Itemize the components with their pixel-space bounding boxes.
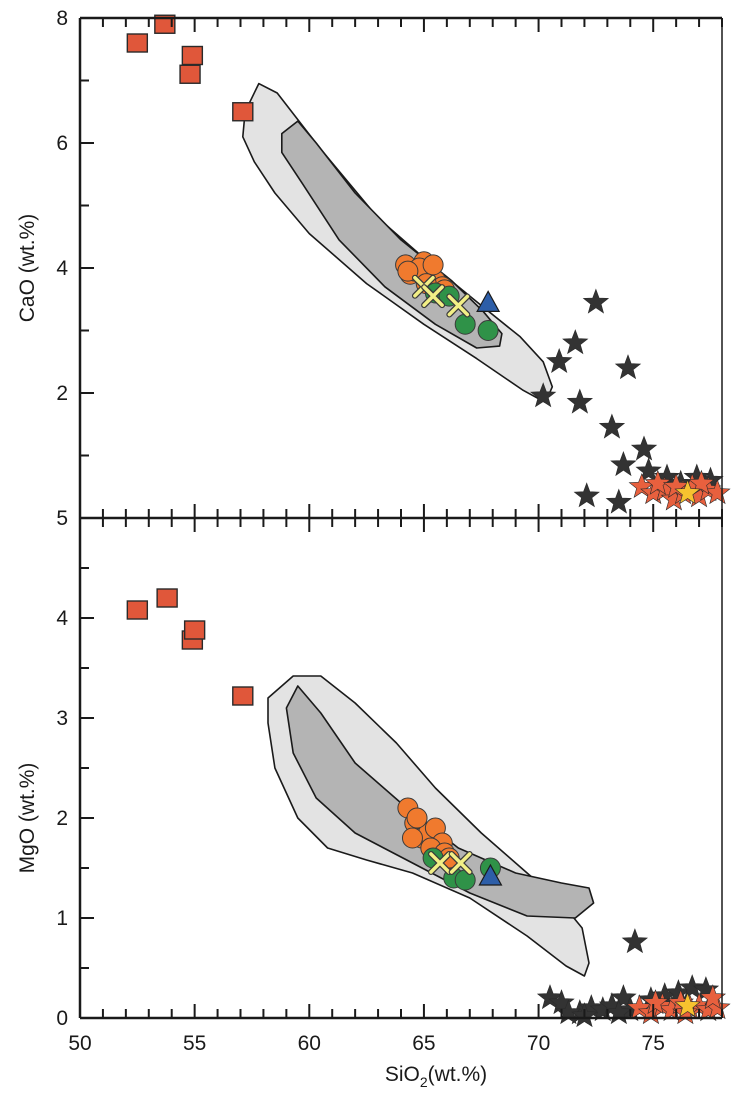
star-marker [635, 457, 662, 483]
x-axis-label-sio2: SiO2(wt.%) [385, 1063, 487, 1090]
y-tick-label: 4 [56, 607, 68, 630]
x-tick-label: 50 [68, 1032, 91, 1055]
y-tick-label: 5 [56, 507, 68, 530]
square-marker [232, 686, 254, 706]
y-tick-label: 2 [56, 807, 68, 830]
star-marker [662, 472, 690, 499]
x-marker [422, 285, 444, 307]
y-tick-label: 3 [56, 707, 68, 730]
star-marker [614, 354, 642, 380]
x-tick-label: 55 [183, 1032, 206, 1055]
x-marker [447, 294, 470, 317]
star-marker [678, 974, 706, 1000]
star-marker [582, 288, 610, 314]
x-axis-label-subscript: 2 [420, 1074, 428, 1090]
star-marker [536, 984, 564, 1010]
star-marker [610, 451, 637, 477]
star-marker [610, 984, 637, 1010]
star-marker [605, 488, 633, 514]
x-tick-label: 70 [527, 1032, 550, 1055]
square-marker [156, 588, 178, 608]
star-marker [644, 469, 672, 495]
x-tick-label: 65 [412, 1032, 435, 1055]
star-marker [562, 329, 589, 355]
star-marker [674, 479, 701, 505]
square-marker [154, 14, 176, 34]
triangle-marker [478, 863, 503, 886]
square-marker [232, 102, 254, 122]
star-marker [545, 347, 573, 373]
circle-marker [477, 320, 499, 341]
circle-marker [422, 254, 444, 276]
x-tick-label: 75 [642, 1032, 665, 1055]
y-tick-label: 4 [56, 257, 68, 280]
x-marker [429, 852, 451, 874]
star-marker [642, 989, 669, 1015]
y-tick-label: 6 [56, 132, 68, 155]
y-tick-label: 0 [56, 1007, 68, 1030]
star-marker [573, 482, 600, 508]
x-marker [449, 852, 472, 874]
cao-panel: 5 2 4 6 8 [56, 7, 731, 530]
circle-marker [401, 827, 423, 849]
mgo-panel: 0 1 2 3 4 50 55 60 65 70 75 [56, 516, 731, 1055]
y-tick-label: 1 [56, 907, 68, 930]
star-marker [621, 928, 649, 954]
star-marker [598, 413, 626, 439]
square-marker [126, 600, 149, 620]
square-marker [183, 620, 206, 640]
field-dark [285, 685, 595, 919]
star-marker [674, 992, 701, 1018]
square-marker [126, 33, 149, 53]
triangle-marker [476, 290, 501, 312]
circle-marker [454, 313, 476, 335]
x-axis-label-unit: (wt.%) [428, 1063, 488, 1086]
star-marker [630, 435, 658, 461]
star-marker [529, 382, 557, 408]
star-marker [704, 479, 731, 505]
square-marker [181, 45, 204, 66]
x-axis-label-main: SiO [385, 1063, 420, 1086]
star-marker [566, 388, 594, 414]
star-marker [688, 469, 715, 495]
circle-marker [406, 807, 428, 829]
y-tick-label: 2 [56, 382, 68, 405]
y-axis-label-cao: CaO (wt.%) [16, 214, 39, 323]
square-marker [179, 64, 201, 84]
x-tick-label: 60 [298, 1032, 321, 1055]
y-tick-label: 8 [56, 7, 68, 30]
y-axis-label-mgo: MgO (wt.%) [16, 763, 39, 874]
